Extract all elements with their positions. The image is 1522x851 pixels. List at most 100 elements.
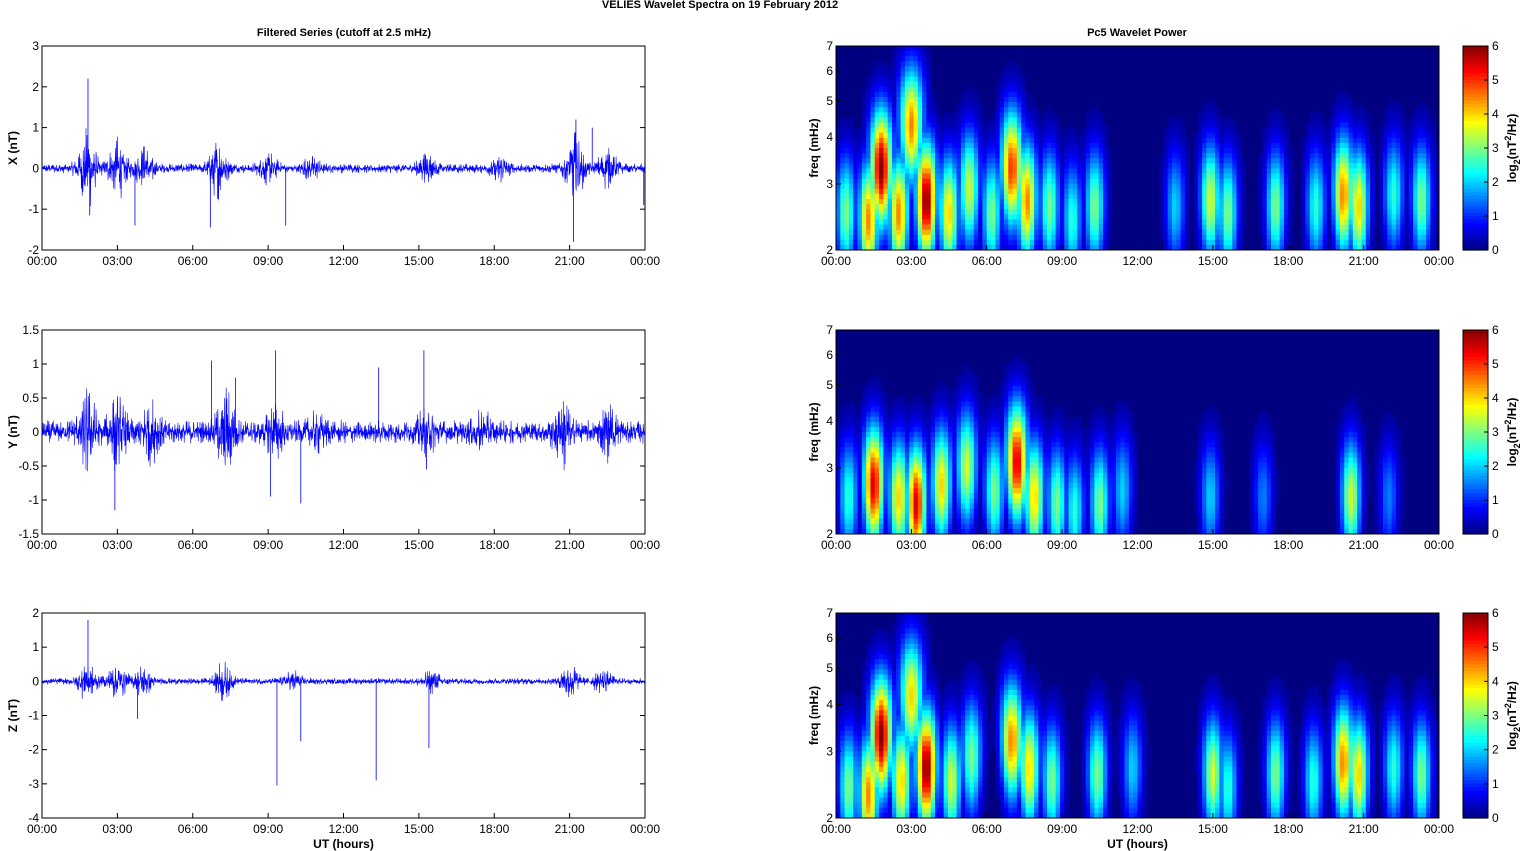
heatmap-cell: [973, 132, 979, 139]
heatmap-cell: [1003, 406, 1009, 413]
heatmap-cell: [982, 122, 988, 129]
heatmap-cell: [960, 483, 966, 489]
heatmap-cell: [1003, 421, 1009, 428]
heatmap-cell: [935, 112, 940, 118]
heatmap-cell: [1232, 183, 1238, 190]
x-tick-label: 21:00: [1349, 254, 1379, 268]
heatmap-cell: [965, 112, 971, 118]
heatmap-cell: [866, 132, 872, 139]
heatmap-cell: [995, 406, 1001, 413]
heatmap-cell: [1232, 204, 1238, 210]
heatmap-cell: [1021, 204, 1027, 210]
heatmap-cell: [956, 214, 962, 220]
heatmap-cell: [943, 234, 949, 241]
heatmap-cell: [969, 452, 975, 459]
heatmap-cell: [840, 244, 846, 250]
heatmap-cell: [1202, 148, 1208, 154]
heatmap-cell: [939, 137, 945, 144]
heatmap-cell: [913, 488, 919, 494]
heatmap-cell: [853, 432, 859, 438]
heatmap-cell: [896, 467, 902, 474]
heatmap-cell: [991, 457, 996, 464]
heatmap-cell: [1365, 132, 1371, 139]
heatmap-cell: [991, 523, 996, 530]
heatmap-cell: [1064, 209, 1070, 215]
heatmap-cell: [1059, 148, 1065, 154]
heatmap-cell: [1236, 168, 1242, 175]
heatmap-cell: [1314, 158, 1319, 164]
heatmap-cell: [887, 244, 893, 250]
heatmap-cell: [1279, 142, 1285, 149]
heatmap-cell: [1227, 122, 1233, 129]
heatmap-cell: [935, 183, 940, 190]
heatmap-cell: [870, 178, 876, 185]
heatmap-cell: [995, 432, 1001, 438]
heatmap-cell: [1339, 193, 1345, 200]
heatmap-cell: [1012, 97, 1018, 103]
heatmap-cell: [1029, 204, 1035, 210]
heatmap-cell: [965, 122, 971, 129]
heatmap-cell: [1404, 188, 1410, 195]
heatmap-cell: [926, 477, 932, 484]
heatmap-cell: [943, 523, 949, 530]
heatmap-cell: [896, 421, 902, 428]
heatmap-cell: [1180, 234, 1186, 241]
heatmap-cell: [848, 117, 854, 124]
heatmap-cell: [874, 132, 880, 139]
heatmap-cell: [1077, 239, 1083, 246]
heatmap-cell: [1085, 224, 1091, 231]
heatmap-cell: [879, 71, 884, 78]
heatmap-cell: [1021, 375, 1027, 382]
heatmap-cell: [1417, 183, 1423, 190]
heatmap-cell: [969, 416, 975, 423]
heatmap-cell: [1055, 209, 1061, 215]
heatmap-cell: [1210, 214, 1216, 220]
heatmap-cell: [947, 219, 953, 226]
heatmap-cell: [1275, 239, 1281, 246]
heatmap-cell: [1003, 112, 1009, 118]
heatmap-cell: [1029, 97, 1035, 103]
heatmap-cell: [1159, 183, 1164, 190]
heatmap-cell: [883, 137, 889, 144]
heatmap-cell: [836, 244, 841, 250]
heatmap-cell: [840, 432, 846, 438]
heatmap-cell: [1047, 193, 1052, 200]
heatmap-cell: [1193, 148, 1199, 154]
heatmap-cell: [879, 81, 884, 88]
heatmap-cell: [909, 148, 915, 154]
heatmap-cell: [848, 137, 854, 144]
heatmap-cell: [866, 168, 872, 175]
heatmap-cell: [1193, 173, 1199, 180]
heatmap-cell: [883, 234, 889, 241]
heatmap-cell: [1215, 148, 1220, 154]
heatmap-cell: [1223, 188, 1229, 195]
heatmap-cell: [965, 214, 971, 220]
heatmap-cell: [1042, 158, 1048, 164]
heatmap-cell: [1413, 219, 1419, 226]
heatmap-cell: [883, 513, 889, 520]
heatmap-cell: [991, 163, 996, 169]
heatmap-cell: [1408, 193, 1414, 200]
heatmap-cell: [956, 239, 962, 246]
heatmap-cell: [960, 204, 966, 210]
heatmap-cell: [1232, 153, 1238, 159]
heatmap-cell: [1068, 148, 1074, 154]
heatmap-cell: [1167, 204, 1173, 210]
heatmap-cell: [866, 386, 872, 392]
heatmap-cell: [1314, 137, 1319, 144]
heatmap-cell: [879, 416, 884, 423]
heatmap-cell: [917, 142, 923, 149]
heatmap-cell: [1361, 209, 1367, 215]
heatmap-cell: [1012, 503, 1018, 510]
heatmap-cell: [900, 452, 906, 459]
heatmap-cell: [1421, 142, 1427, 149]
heatmap-cell: [1051, 168, 1057, 175]
heatmap-cell: [900, 112, 906, 118]
heatmap-cell: [891, 168, 897, 175]
heatmap-cell: [1335, 91, 1341, 98]
heatmap-cell: [1029, 107, 1035, 113]
heatmap-cell: [995, 117, 1001, 124]
heatmap-cell: [952, 148, 958, 154]
heatmap-cell: [1042, 153, 1048, 159]
heatmap-cell: [1365, 183, 1371, 190]
